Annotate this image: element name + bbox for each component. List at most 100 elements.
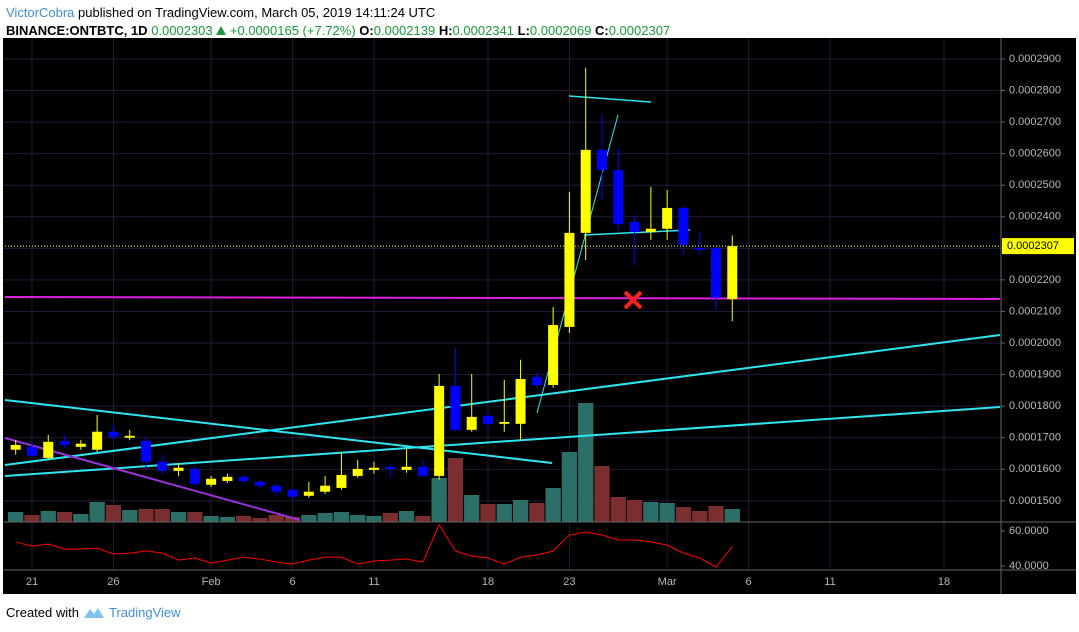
x-tick-label: 26 xyxy=(107,576,119,588)
y-tick-label: 0.0001600 xyxy=(1009,463,1061,475)
o-label: O: xyxy=(359,23,374,38)
volume-bar xyxy=(708,506,724,522)
volume-bar xyxy=(398,511,415,522)
volume-bar xyxy=(382,513,398,522)
candle-body xyxy=(92,431,103,450)
brand[interactable]: TradingView xyxy=(108,605,181,620)
x-marker xyxy=(623,290,643,310)
candle-body xyxy=(401,466,412,470)
candle-body xyxy=(645,228,656,232)
volume-bar xyxy=(724,509,740,522)
candle-body xyxy=(434,385,445,476)
volume-bar xyxy=(578,403,594,522)
created-with: Created with xyxy=(6,605,79,620)
candle-body xyxy=(173,467,184,471)
volume-bar xyxy=(643,502,659,522)
y-tick-label: 0.0001500 xyxy=(1009,495,1061,507)
volume-bar xyxy=(415,516,431,522)
y-tick-label: 0.0001900 xyxy=(1009,368,1061,380)
l-label: L: xyxy=(517,23,530,38)
volume-bar xyxy=(594,466,610,522)
candle-body xyxy=(271,485,282,492)
volume-bar xyxy=(154,509,170,522)
volume-bar xyxy=(692,511,708,522)
published: published on TradingView.com, March 05, … xyxy=(78,5,436,20)
candle-body xyxy=(320,485,331,492)
volume-bar xyxy=(561,452,578,522)
candle-body xyxy=(75,443,86,447)
h-value: 0.0002341 xyxy=(452,23,514,38)
y-tick-label: 0.0002600 xyxy=(1009,148,1061,160)
volume-bar xyxy=(268,515,284,522)
y-tick-label: 0.0002700 xyxy=(1009,116,1061,128)
y-tick-label: 0.0001800 xyxy=(1009,400,1061,412)
candle-body xyxy=(352,468,363,476)
y-tick-label: 0.0002500 xyxy=(1009,179,1061,191)
x-tick-label: 6 xyxy=(289,576,295,588)
l-value: 0.0002069 xyxy=(529,23,592,38)
x-tick-label: Mar xyxy=(658,576,677,588)
grid xyxy=(3,38,1001,570)
footer: Created with TradingView xyxy=(6,605,181,620)
header-row: BINANCE:ONTBTC, 1D 0.0002303 +0.0000165 … xyxy=(6,22,670,40)
candle-body xyxy=(287,489,298,497)
candle-body xyxy=(222,476,233,481)
x-tick-label: 18 xyxy=(938,576,950,588)
volume-bar xyxy=(73,514,89,522)
candle-body xyxy=(580,149,591,233)
trend-line xyxy=(568,95,652,103)
candle-body xyxy=(189,468,200,484)
volume-bar xyxy=(8,512,24,522)
trend-line xyxy=(4,399,553,464)
x-tick-label: 18 xyxy=(482,576,494,588)
header-row: VictorCobra published on TradingView.com… xyxy=(6,4,670,22)
volume-bar xyxy=(317,513,333,522)
volume-bar xyxy=(366,516,382,522)
candle-body xyxy=(206,478,217,485)
last-price-label: 0.0002307 xyxy=(1007,240,1059,252)
candle-body xyxy=(515,379,526,424)
h-label: H: xyxy=(438,23,453,38)
candle-body xyxy=(238,476,249,481)
candle-body xyxy=(548,325,559,386)
candle-body xyxy=(140,440,151,462)
candle-body xyxy=(662,207,673,229)
c-value: 0.0002307 xyxy=(608,23,671,38)
logo xyxy=(83,607,104,618)
volume-bar xyxy=(464,495,480,522)
x-tick-label: 21 xyxy=(26,576,38,588)
candle-body xyxy=(336,474,347,488)
up-arrow xyxy=(216,26,227,35)
header: VictorCobra published on TradingView.com… xyxy=(6,4,670,40)
trend-line xyxy=(583,229,691,236)
y-tick-label: 0.0001700 xyxy=(1009,432,1061,444)
volume-pane xyxy=(8,403,740,522)
y-tick-label: 0.0002800 xyxy=(1009,84,1061,96)
candle-body xyxy=(417,466,428,476)
volume-bar xyxy=(675,507,692,522)
trend-line xyxy=(4,334,1001,466)
x-tick-label: 23 xyxy=(563,576,575,588)
candle-body xyxy=(531,376,542,386)
author[interactable]: VictorCobra xyxy=(6,5,75,20)
y-tick-label: 0.0002000 xyxy=(1009,337,1061,349)
candle-body xyxy=(694,248,705,250)
candle-body xyxy=(727,246,738,300)
axes: 21 26 Feb 6 11 18 23 Mar 6 11 18 0.0001500 0.0001600… xyxy=(3,38,1076,594)
volume-bar xyxy=(333,512,350,522)
y-tick-label: 0.0002900 xyxy=(1009,53,1061,65)
chart: 21 26 Feb 6 11 18 23 Mar 6 11 18 0.0001500 0.0001600… xyxy=(3,38,1076,594)
candle-body xyxy=(564,232,575,327)
volume-bar xyxy=(496,504,512,522)
volume-bar xyxy=(659,503,675,522)
candle-body xyxy=(499,421,510,424)
change: +0.0000165 (+7.72%) xyxy=(229,23,356,38)
candle-body xyxy=(466,416,477,430)
y-tick-label: 0.0002400 xyxy=(1009,211,1061,223)
volume-bar xyxy=(105,505,122,522)
price: 0.0002303 xyxy=(151,23,213,38)
candle-body xyxy=(254,481,265,486)
candle-body xyxy=(26,446,37,456)
volume-bar xyxy=(350,515,366,522)
